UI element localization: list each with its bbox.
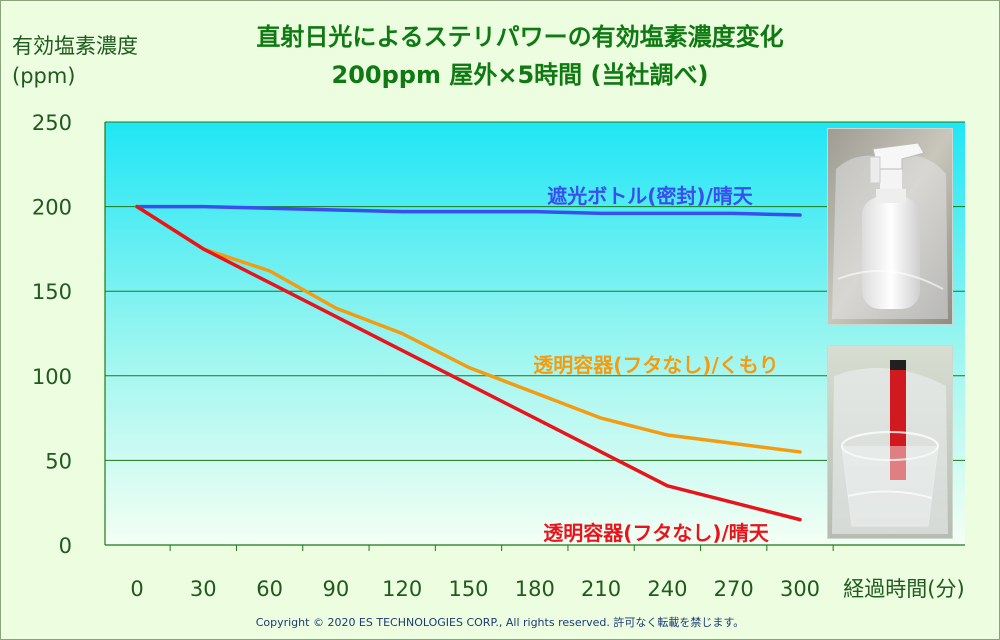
plot-area	[105, 122, 965, 545]
y-tick-label-250: 250	[32, 111, 72, 135]
x-tick-label-240: 240	[647, 577, 687, 601]
x-tick-label-30: 30	[190, 577, 217, 601]
x-tick-label-120: 120	[382, 577, 422, 601]
x-tick-label-0: 0	[130, 577, 143, 601]
series-label-2: 透明容器(フタなし)/晴天	[543, 521, 770, 545]
y-tick-label-50: 50	[45, 449, 72, 473]
x-tick-label-270: 270	[714, 577, 754, 601]
y-tick-label-150: 150	[32, 280, 72, 304]
y-tick-label-100: 100	[32, 365, 72, 389]
series-line-0	[135, 204, 802, 217]
series-line-1	[135, 204, 802, 454]
copyright-notice: Copyright © 2020 ES TECHNOLOGIES CORP., …	[255, 616, 745, 629]
series-label-1: 透明容器(フタなし)/くもり	[533, 353, 779, 377]
photo-transparent-container	[827, 345, 953, 539]
series-label-0: 遮光ボトル(密封)/晴天	[547, 184, 754, 208]
y-axis-label-line1: 有効塩素濃度	[12, 34, 138, 58]
chart-subtitle: 200ppm 屋外×5時間 (当社調べ)	[331, 61, 709, 89]
chart-title: 直射日光によるステリパワーの有効塩素濃度変化	[256, 23, 784, 51]
x-tick-label-210: 210	[581, 577, 621, 601]
series-line-2	[135, 204, 802, 522]
y-tick-label-200: 200	[32, 196, 72, 220]
x-axis-label: 経過時間(分)	[843, 577, 964, 601]
x-tick-label-60: 60	[256, 577, 283, 601]
x-tick-label-300: 300	[780, 577, 820, 601]
x-tick-label-90: 90	[323, 577, 350, 601]
x-tick-label-180: 180	[515, 577, 555, 601]
photo-light-shielded-bottle	[827, 128, 953, 325]
x-tick-label-150: 150	[448, 577, 488, 601]
y-axis-label-line2: (ppm)	[12, 64, 76, 88]
y-tick-label-0: 0	[59, 534, 72, 558]
